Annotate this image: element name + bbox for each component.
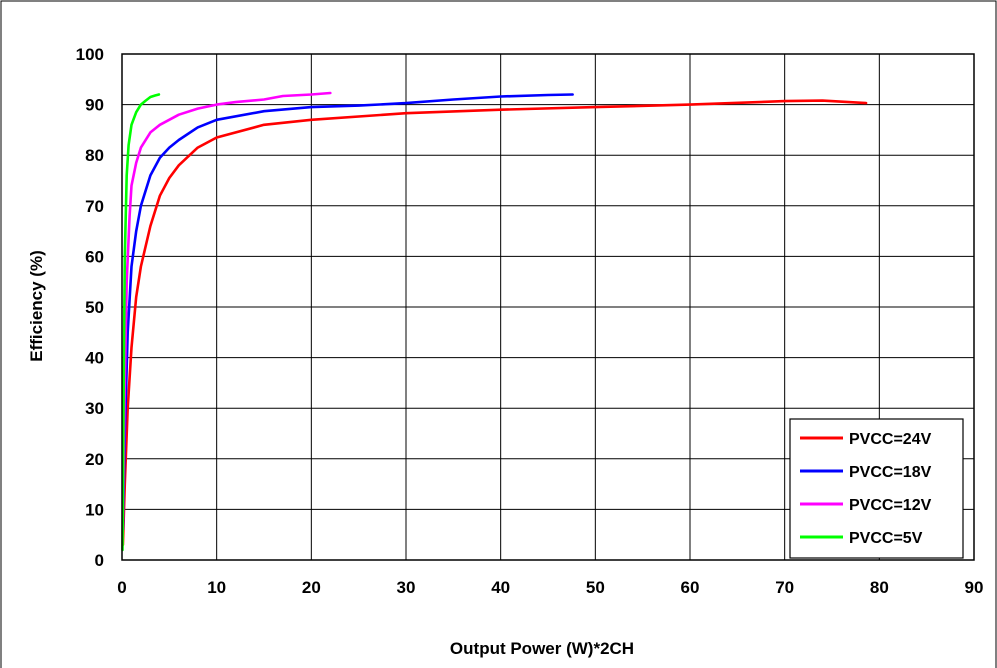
y-tick-label: 70 xyxy=(85,197,104,216)
x-tick-label: 40 xyxy=(491,578,510,597)
y-tick-label: 80 xyxy=(85,146,104,165)
legend: PVCC=24V PVCC=18V PVCC=12V PVCC=5V xyxy=(789,418,964,559)
x-axis-label: Output Power (W)*2CH xyxy=(450,639,634,658)
x-tick-label: 0 xyxy=(117,578,126,597)
y-tick-label: 30 xyxy=(85,399,104,418)
series-line-pvcc-5v xyxy=(121,93,161,552)
x-tick-label: 10 xyxy=(207,578,226,597)
x-tick-label: 90 xyxy=(965,578,984,597)
y-tick-labels: 0 10 20 30 40 50 60 70 80 90 100 xyxy=(76,45,104,570)
y-tick-label: 20 xyxy=(85,450,104,469)
legend-label: PVCC=12V xyxy=(849,497,932,514)
x-tick-label: 50 xyxy=(586,578,605,597)
legend-label: PVCC=24V xyxy=(849,431,932,448)
x-tick-labels: 0 10 20 30 40 50 60 70 80 90 xyxy=(117,578,983,597)
series-line-pvcc-12v xyxy=(121,91,332,521)
y-tick-label: 100 xyxy=(76,45,104,64)
legend-box xyxy=(789,418,964,559)
y-tick-label: 50 xyxy=(85,298,104,317)
y-tick-label: 0 xyxy=(95,551,104,570)
y-tick-label: 40 xyxy=(85,349,104,368)
legend-label: PVCC=18V xyxy=(849,464,932,481)
series-layer xyxy=(121,91,868,552)
x-tick-label: 60 xyxy=(681,578,700,597)
series-line-pvcc-24v xyxy=(121,99,868,547)
x-tick-label: 80 xyxy=(870,578,889,597)
y-tick-label: 60 xyxy=(85,247,104,266)
y-axis-label: Efficiency (%) xyxy=(27,250,46,361)
y-tick-label: 90 xyxy=(85,96,104,115)
y-tick-label: 10 xyxy=(85,500,104,519)
x-tick-label: 20 xyxy=(302,578,321,597)
series-line-pvcc-18v xyxy=(121,93,574,531)
x-tick-label: 70 xyxy=(775,578,794,597)
x-tick-label: 30 xyxy=(397,578,416,597)
plot-border xyxy=(121,53,975,561)
legend-label: PVCC=5V xyxy=(849,530,923,547)
